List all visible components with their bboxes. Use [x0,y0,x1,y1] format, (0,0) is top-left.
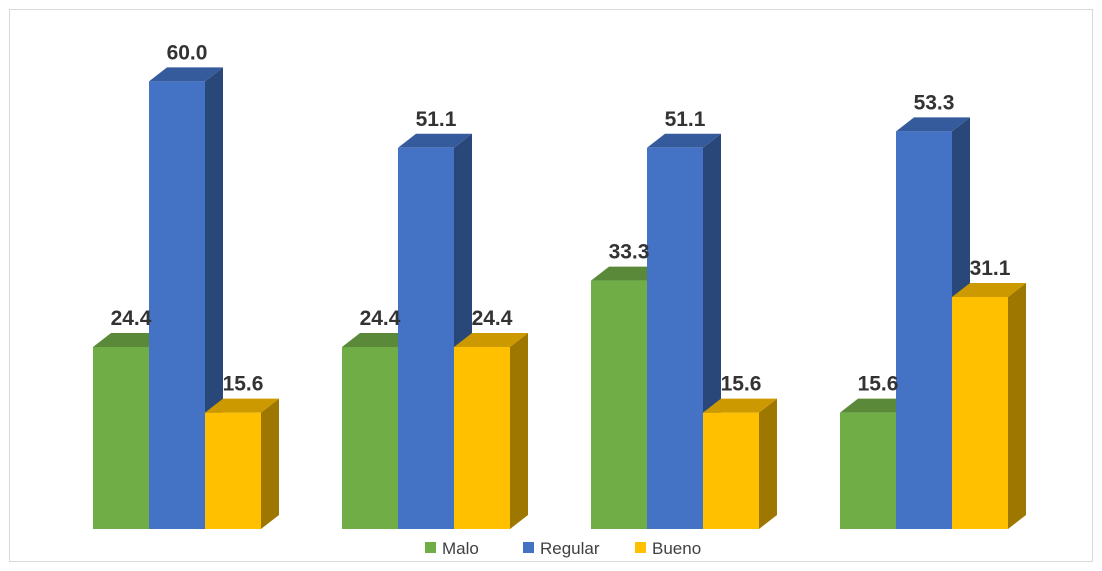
data-label: 15.6 [721,373,762,396]
labels-layer: 24.4 60.0 15.6 24.4 51.1 24.4 33.3 51.1 15.6 15.6… [111,41,1011,395]
bar-bueno-4 [952,282,1026,529]
bar-top [398,133,472,148]
data-label: 15.6 [223,373,264,396]
legend-label: Bueno [652,539,701,558]
data-label: 24.4 [360,307,401,330]
bar-front [93,346,149,529]
legend-swatch [425,542,436,553]
bar-top [647,133,721,148]
bar-top [896,117,970,132]
bar-side [1008,282,1026,529]
data-label: 51.1 [416,108,457,131]
bar-front [205,412,261,529]
bar-top [952,282,1026,297]
legend-swatch [523,542,534,553]
data-label: 51.1 [665,108,706,131]
legend-label: Regular [540,539,600,558]
bar-bueno-2 [454,332,528,529]
data-label: 60.0 [167,41,208,64]
bar-top [840,398,914,413]
bar-top [205,398,279,413]
data-label: 53.3 [914,91,955,114]
bar-side [759,398,777,529]
bar-top [703,398,777,413]
bar-bueno-3 [703,398,777,529]
bar-front [398,147,454,529]
data-label: 24.4 [472,307,513,330]
bar-regular-1 [149,67,223,530]
bar-front [149,81,205,530]
legend-swatch [635,542,646,553]
bar-front [342,346,398,529]
bar-front [454,346,510,529]
bar-front [591,280,647,529]
bar-front [703,412,759,529]
data-label: 24.4 [111,307,152,330]
legend-label: Malo [442,539,479,558]
data-label: 15.6 [858,373,899,396]
bar-front [896,131,952,529]
legend-item-malo: Malo [425,539,479,558]
data-label: 33.3 [609,241,650,264]
bar-side [261,398,279,529]
legend-item-bueno: Bueno [635,539,701,558]
bar-top [454,332,528,347]
bars-layer [93,67,1026,530]
legend-item-regular: Regular [523,539,600,558]
bar-side [510,332,528,529]
bar-top [93,332,167,347]
bar-front [840,412,896,529]
bar-top [591,266,665,281]
bar-top [342,332,416,347]
bar-bueno-1 [205,398,279,529]
legend: Malo Regular Bueno [425,539,701,558]
bar-front [647,147,703,529]
bar-front [952,296,1008,529]
data-label: 31.1 [970,257,1011,280]
bar-top [149,67,223,82]
